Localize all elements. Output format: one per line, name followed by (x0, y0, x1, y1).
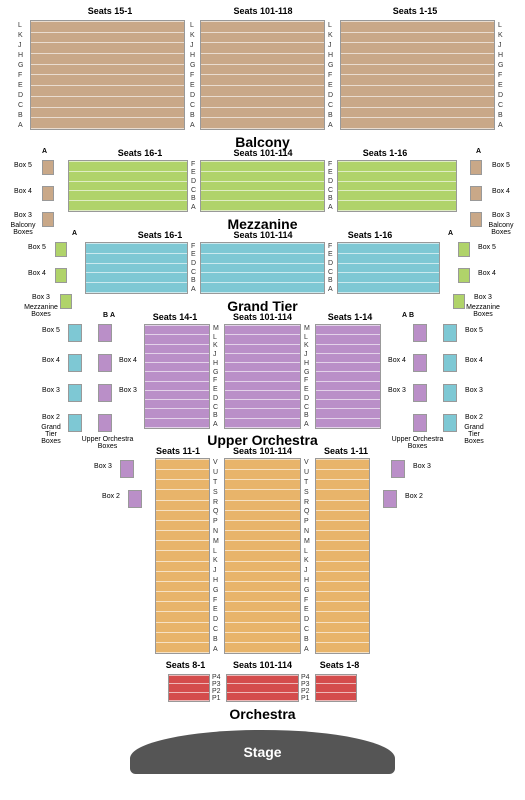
orch-right[interactable] (315, 458, 370, 654)
uo-rows-r: MLKJHGFEDCBA (304, 324, 310, 429)
uo-center[interactable] (224, 324, 301, 429)
uo-in-box5-r[interactable] (413, 324, 427, 342)
balcony-rows-l1: LKJHGFEDCBA (190, 20, 195, 130)
gt-box5-l-label: Box 5 (22, 244, 52, 251)
gt-rows-l: FEDCBA (191, 242, 196, 294)
gt-box5-l[interactable] (55, 242, 67, 257)
mezz-box4-l[interactable] (42, 186, 54, 201)
gt-box4-l[interactable] (55, 268, 67, 283)
mezz-center[interactable] (200, 160, 325, 212)
uo-out-box3-r[interactable] (443, 384, 457, 402)
uo-left[interactable] (144, 324, 210, 429)
uo-in-box4-r[interactable] (413, 354, 427, 372)
orch-box3-l[interactable] (120, 460, 134, 478)
gt-center[interactable] (200, 242, 325, 294)
pit-right-seats: Seats 1-8 (312, 660, 367, 670)
uo-center-seats: Seats 101-114 (220, 312, 305, 322)
mezz-right-seats: Seats 1-16 (330, 148, 440, 158)
pit-rows-r: P4P3P2P1 (301, 674, 310, 702)
balcony-center-seats: Seats 101-118 (208, 6, 318, 16)
mezz-box5-l-label: Box 5 (8, 162, 38, 169)
pit-rows-l: P4P3P2P1 (212, 674, 221, 702)
uo-right-seats: Seats 1-14 (310, 312, 390, 322)
uo-out-box3-l[interactable] (68, 384, 82, 402)
orch-right-seats: Seats 1-11 (316, 446, 376, 456)
orch-rows-r: VUTSRQPNMLKJHGFEDCBA (304, 458, 310, 654)
pit-right[interactable] (315, 674, 357, 702)
gt-left[interactable] (85, 242, 188, 294)
gt-center-seats: Seats 101-114 (208, 230, 318, 240)
gt-right[interactable] (337, 242, 440, 294)
mezz-box5-r-label: Box 5 (486, 162, 516, 169)
mezz-box4-l-label: Box 4 (8, 188, 38, 195)
balcony-center[interactable] (200, 20, 325, 130)
uo-right[interactable] (315, 324, 381, 429)
orch-left[interactable] (155, 458, 210, 654)
orch-left-seats: Seats 11-1 (148, 446, 208, 456)
mezz-rows-l: FEDCBA (191, 160, 196, 212)
uo-out-box5-r[interactable] (443, 324, 457, 342)
mezz-rows-r: FEDCBA (328, 160, 333, 212)
orch-box2-l[interactable] (128, 490, 142, 508)
mezz-box4-r-label: Box 4 (486, 188, 516, 195)
uo-in-box3-l[interactable] (98, 384, 112, 402)
gt-left-seats: Seats 16-1 (110, 230, 210, 240)
orch-box3-r[interactable] (391, 460, 405, 478)
uo-left-BA: B A (103, 312, 115, 319)
balcony-right[interactable] (340, 20, 495, 130)
uo-out-box4-l[interactable] (68, 354, 82, 372)
pit-center-seats: Seats 101-114 (220, 660, 305, 670)
mezz-box4-r[interactable] (470, 186, 482, 201)
mezz-right-A: A (476, 148, 481, 155)
mezz-left-seats: Seats 16-1 (85, 148, 195, 158)
orch-rows-l: VUTSRQPNMLKJHGFEDCBA (213, 458, 219, 654)
pit-left[interactable] (168, 674, 210, 702)
orch-center-seats: Seats 101-114 (220, 446, 305, 456)
gt-left-A: A (72, 230, 77, 237)
gt-box4-r[interactable] (458, 268, 470, 283)
uo-in-box4-l[interactable] (98, 354, 112, 372)
gt-box4-l-label: Box 4 (22, 270, 52, 277)
balcony-rows-r1: LKJHGFEDCBA (328, 20, 333, 130)
balcony-right-seats: Seats 1-15 (360, 6, 470, 16)
gt-right-A: A (448, 230, 453, 237)
uo-left-seats: Seats 14-1 (135, 312, 215, 322)
uo-in-box3-r[interactable] (413, 384, 427, 402)
gt-box4-r-label: Box 4 (472, 270, 502, 277)
gt-rows-r: FEDCBA (328, 242, 333, 294)
pit-left-seats: Seats 8-1 (158, 660, 213, 670)
uo-in-box5-l[interactable] (98, 324, 112, 342)
mezz-center-seats: Seats 101-114 (208, 148, 318, 158)
orch-title: Orchestra (0, 704, 525, 724)
balcony-rows-far-right: LKJHGFEDCBA (498, 20, 503, 130)
stage: Stage (130, 730, 395, 774)
balcony-left-seats: Seats 15-1 (55, 6, 165, 16)
gt-box5-r[interactable] (458, 242, 470, 257)
mezz-left[interactable] (68, 160, 188, 212)
orch-box2-r[interactable] (383, 490, 397, 508)
balcony-rows-far-left: LKJHGFEDCBA (18, 20, 23, 130)
mezz-box5-r[interactable] (470, 160, 482, 175)
pit-center[interactable] (226, 674, 299, 702)
uo-right-AB: A B (402, 312, 414, 319)
mezz-box5-l[interactable] (42, 160, 54, 175)
mezz-left-A: A (42, 148, 47, 155)
mezz-right[interactable] (337, 160, 457, 212)
orch-center[interactable] (224, 458, 301, 654)
uo-out-box4-r[interactable] (443, 354, 457, 372)
uo-out-box5-l[interactable] (68, 324, 82, 342)
gt-box5-r-label: Box 5 (472, 244, 502, 251)
balcony-left[interactable] (30, 20, 185, 130)
gt-right-seats: Seats 1-16 (320, 230, 420, 240)
uo-rows-l: MLKJHGFEDCBA (213, 324, 219, 429)
